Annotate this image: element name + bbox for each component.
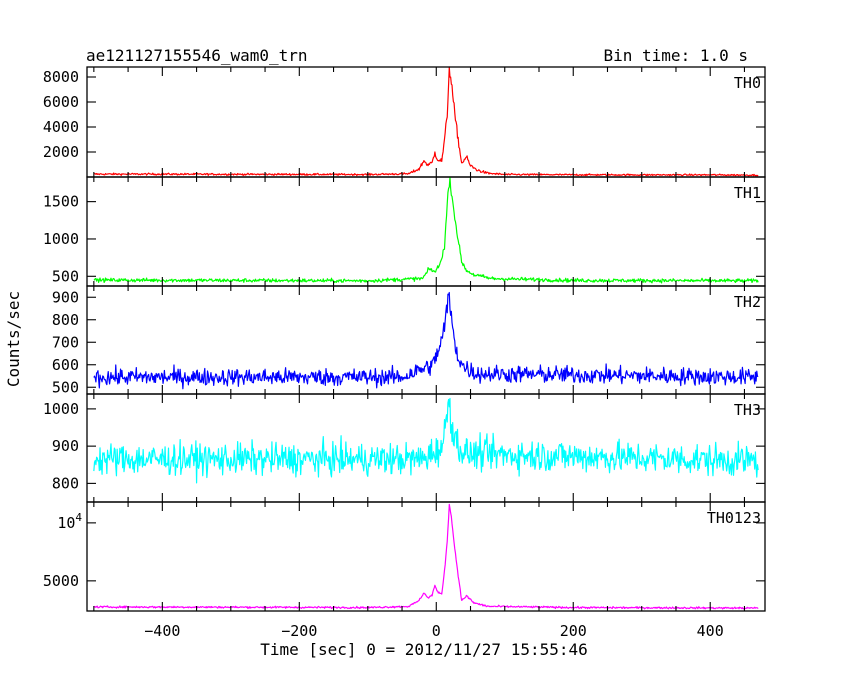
- y-tick-label: 5000: [43, 572, 79, 590]
- series-line-th0123: [93, 503, 759, 610]
- y-tick-label: 104: [57, 511, 82, 532]
- y-tick-label: 1500: [43, 193, 79, 211]
- y-tick-label: 800: [52, 311, 79, 329]
- x-tick-label: 400: [697, 622, 724, 640]
- y-tick-label: 600: [52, 356, 79, 374]
- y-tick-label: 4000: [43, 118, 79, 136]
- panel-label-th0: TH0: [734, 74, 761, 92]
- y-tick-label: 1000: [43, 230, 79, 248]
- bin-time-label: Bin time: 1.0 s: [604, 46, 749, 65]
- x-axis-label: Time [sec] 0 = 2012/11/27 15:55:46: [260, 640, 588, 659]
- panel-frame-th1: [86, 176, 766, 287]
- y-tick-label: 800: [52, 474, 79, 492]
- x-tick-label: −200: [281, 622, 317, 640]
- chart-title: ae121127155546_wam0_trn: [86, 46, 308, 65]
- panel-label-th0123: TH0123: [707, 509, 761, 527]
- y-tick-label: 1000: [43, 400, 79, 418]
- y-tick-label: 2000: [43, 143, 79, 161]
- y-tick-label: 500: [52, 378, 79, 396]
- y-tick-label: 8000: [43, 68, 79, 86]
- x-tick-label: −400: [144, 622, 180, 640]
- series-line-th1: [93, 176, 759, 284]
- panel-frame-th3: [86, 393, 766, 503]
- panel-frame-th0: [86, 66, 766, 178]
- y-tick-label: 6000: [43, 93, 79, 111]
- x-tick-label: 200: [560, 622, 587, 640]
- panel-label-th2: TH2: [734, 293, 761, 311]
- y-axis-label: Counts/sec: [4, 291, 23, 387]
- series-line-th3: [93, 397, 759, 484]
- series-line-th0: [93, 66, 759, 177]
- panel-label-th1: TH1: [734, 184, 761, 202]
- y-tick-label: 500: [52, 267, 79, 285]
- panel-frame-th0123: [86, 501, 766, 612]
- y-tick-label: 900: [52, 437, 79, 455]
- x-tick-label: 0: [432, 622, 441, 640]
- series-line-th2: [93, 291, 759, 390]
- y-tick-label: 700: [52, 333, 79, 351]
- panel-label-th3: TH3: [734, 401, 761, 419]
- y-tick-label: 900: [52, 288, 79, 306]
